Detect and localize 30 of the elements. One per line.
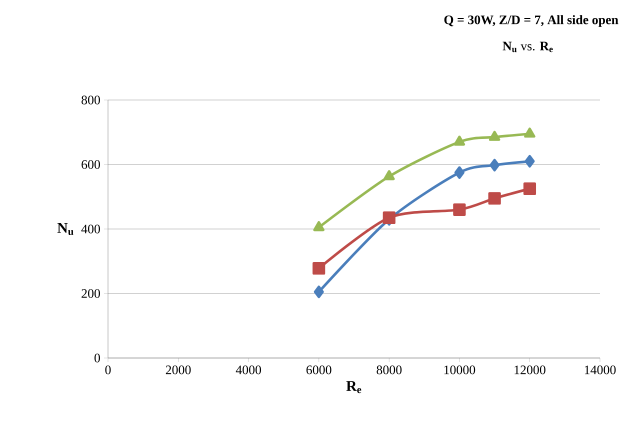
x-tick-label: 8000 <box>376 366 402 374</box>
point <box>524 154 535 168</box>
point <box>313 221 324 232</box>
point <box>523 182 536 195</box>
y-tick-label: 800 <box>82 96 100 104</box>
chart-title: Q = 30W, Z/D = 7, All side open <box>444 15 618 27</box>
y-tick-label: 0 <box>94 354 100 362</box>
point <box>384 170 395 180</box>
point <box>488 130 500 141</box>
point <box>453 203 466 216</box>
point <box>454 166 464 179</box>
x-tick-label: 0 <box>105 366 111 374</box>
point <box>524 128 536 138</box>
point <box>312 262 326 275</box>
x-axis-title: R$_{e}$ <box>346 381 362 394</box>
y-tick-label: 600 <box>82 160 100 169</box>
x-tick-label: 4000 <box>236 366 262 374</box>
x-tick-label: 12000 <box>514 366 546 374</box>
y-tick-label: 200 <box>82 289 100 298</box>
x-tick-label: 2000 <box>166 366 191 374</box>
x-tick-label: 6000 <box>306 366 332 374</box>
y-tick-label: 400 <box>81 224 100 234</box>
text: N$_{u}$ vs. R$_{e}$ <box>502 42 553 52</box>
point <box>454 136 466 146</box>
y-axis-title: N$_{u}$ <box>57 222 74 236</box>
x-tick-label: 14000 <box>584 366 616 374</box>
point <box>490 158 500 172</box>
point <box>314 286 324 298</box>
point <box>488 192 501 205</box>
x-tick-label: 10000 <box>444 366 476 374</box>
